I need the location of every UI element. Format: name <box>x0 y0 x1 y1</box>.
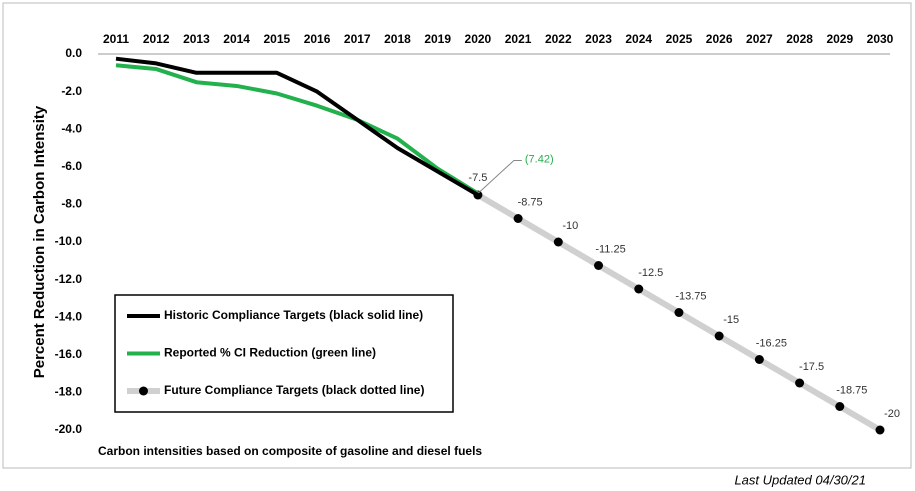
marker <box>795 378 805 388</box>
marker <box>875 425 885 435</box>
x-tick-label: 2021 <box>505 32 532 46</box>
data-label: -11.25 <box>595 243 625 255</box>
annotation-leader <box>477 159 522 194</box>
marker <box>553 237 563 247</box>
legend-box <box>114 294 454 413</box>
data-label: -15 <box>723 314 739 326</box>
y-tick-label: -12.0 <box>55 272 83 286</box>
data-label: -17.5 <box>799 361 824 373</box>
data-label: (7.42) <box>525 153 554 165</box>
y-tick-label: -18.0 <box>55 385 83 399</box>
x-tick-label: 2028 <box>786 32 813 46</box>
legend-marker <box>139 386 148 396</box>
data-label: -7.5 <box>468 172 487 184</box>
footer: Last Updated 04/30/21 <box>734 472 866 487</box>
legend: Historic Compliance Targets (black solid… <box>114 294 454 413</box>
legend-label: Reported % CI Reduction (green line) <box>164 346 376 360</box>
y-tick-label: 0.0 <box>65 46 82 60</box>
data-label: -13.75 <box>675 290 706 302</box>
y-axis-label: Percent Reduction in Carbon Intensity <box>31 105 48 378</box>
note: Carbon intensities based on composite of… <box>98 444 482 458</box>
marker <box>634 284 644 294</box>
data-label: -12.5 <box>638 267 663 279</box>
x-tick-label: 2027 <box>746 32 773 46</box>
marker <box>594 261 604 270</box>
data-label: -20 <box>884 408 900 420</box>
y-tick-label: -14.0 <box>55 309 83 323</box>
x-tick-label: 2025 <box>666 32 693 46</box>
series-line <box>115 63 479 196</box>
x-tick-label: 2014 <box>223 32 250 46</box>
y-tick-label: -16.0 <box>55 347 83 361</box>
marker <box>754 355 764 364</box>
series-line <box>115 56 479 197</box>
data-label: -10 <box>562 220 578 232</box>
y-tick-label: -4.0 <box>61 121 82 135</box>
x-tick-label: 2015 <box>263 32 290 46</box>
y-tick-label: -10.0 <box>55 234 83 248</box>
y-tick-label: -2.0 <box>61 84 82 98</box>
x-tick-label: 2012 <box>143 32 170 46</box>
x-tick-label: 2026 <box>706 32 733 46</box>
x-tick-label: 2011 <box>103 32 129 46</box>
x-tick-label: 2017 <box>344 32 371 46</box>
data-label: -8.75 <box>518 196 543 208</box>
marker <box>714 331 724 341</box>
x-tick-label: 2022 <box>545 32 572 46</box>
x-tick-label: 2019 <box>424 32 451 46</box>
marker <box>674 308 684 317</box>
marker <box>513 214 523 223</box>
x-tick-label: 2016 <box>304 32 331 46</box>
x-tick-label: 2023 <box>585 32 612 46</box>
data-label: -16.25 <box>756 337 787 349</box>
y-tick-label: -20.0 <box>55 422 83 436</box>
y-tick-label: -8.0 <box>61 197 82 211</box>
legend-label: Future Compliance Targets (black dotted … <box>164 383 424 397</box>
x-tick-label: 2024 <box>625 32 652 46</box>
x-tick-label: 2020 <box>465 32 492 46</box>
x-tick-label: 2029 <box>826 32 853 46</box>
marker <box>835 402 845 411</box>
x-tick-label: 2018 <box>384 32 411 46</box>
data-label: -18.75 <box>836 384 867 396</box>
y-tick-label: -6.0 <box>61 159 82 173</box>
legend-label: Historic Compliance Targets (black solid… <box>164 308 423 322</box>
x-tick-label: 2030 <box>867 32 894 46</box>
x-tick-label: 2013 <box>183 32 210 46</box>
